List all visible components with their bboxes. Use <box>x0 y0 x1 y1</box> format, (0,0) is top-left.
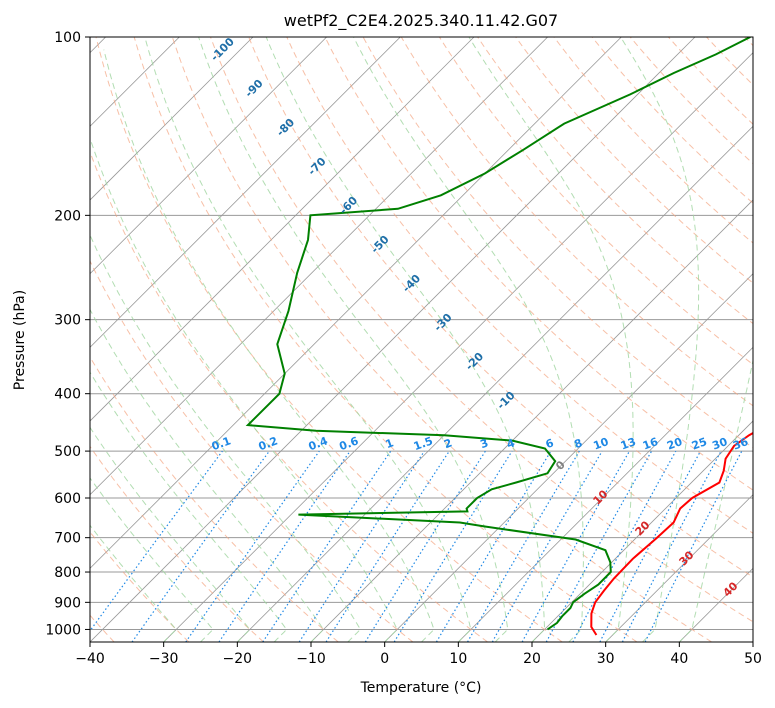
dry-adiabat-line <box>90 445 264 642</box>
y-tick-label: 800 <box>54 565 81 581</box>
moist-adiabat-line <box>620 37 700 642</box>
x-tick-label: −30 <box>149 651 179 667</box>
x-axis: −40 −30 −20 −10 0 10 20 30 40 50 <box>75 642 762 667</box>
y-axis: 100 200 300 400 500 600 700 800 900 1000 <box>45 30 90 638</box>
chart-title: wetPf2_C2E4.2025.340.11.42.G07 <box>284 11 558 31</box>
mixing-ratio-label: 2 <box>442 436 454 451</box>
mixing-ratio-label: 1 <box>384 436 396 451</box>
moist-adiabat-line <box>353 37 584 642</box>
y-tick-label: 100 <box>54 30 81 46</box>
moist-adiabat-line <box>90 524 177 642</box>
x-tick-label: 40 <box>670 651 688 667</box>
moist-adiabat-line <box>90 136 398 642</box>
moist-adiabat-line <box>90 426 251 642</box>
grid-layer <box>90 37 753 642</box>
x-tick-label: 30 <box>597 651 615 667</box>
dry-adiabat-line <box>515 37 753 284</box>
dewpoint-profile <box>245 37 751 631</box>
isotherm-line <box>90 37 696 642</box>
moist-adiabat-line <box>265 37 546 642</box>
y-tick-label: 400 <box>54 387 81 403</box>
dry-adiabat-line <box>95 37 563 642</box>
mixing-ratio-label: 6 <box>544 436 556 451</box>
mixing-ratio-label: 25 <box>690 435 709 452</box>
moist-adiabat-line <box>90 308 325 642</box>
isotherm-line <box>90 37 327 275</box>
dry-adiabat-line <box>90 259 414 642</box>
y-tick-label: 200 <box>54 208 81 224</box>
mixing-ratio-line <box>521 450 631 642</box>
dry-adiabat-line <box>90 356 339 642</box>
y-tick-label: 700 <box>54 531 81 547</box>
mixing-ratio-line <box>298 450 425 642</box>
x-tick-label: 50 <box>744 651 762 667</box>
x-tick-label: 10 <box>449 651 467 667</box>
dry-adiabat-line <box>210 37 753 623</box>
isotherm-line <box>90 37 401 348</box>
isotherm-line <box>90 37 475 422</box>
moist-adiabat-line <box>103 49 435 642</box>
mixing-ratio-label: 0.4 <box>307 434 330 453</box>
dry-adiabat-line <box>286 37 753 534</box>
mixing-ratio-line <box>644 450 743 642</box>
mixing-ratio-line <box>572 450 677 642</box>
mixing-ratio-label: 13 <box>619 435 638 452</box>
isotherm-line <box>531 420 753 642</box>
moist-adiabat-line <box>90 477 214 642</box>
mixing-ratio-label: 0.6 <box>338 434 361 453</box>
mixing-ratio-line <box>131 450 270 642</box>
isotherm-line <box>90 37 254 201</box>
y-tick-label: 600 <box>54 491 81 507</box>
moist-adiabat-line <box>90 233 362 642</box>
isotherm-line <box>163 52 753 642</box>
x-tick-label: −20 <box>223 651 253 667</box>
mixing-ratio-label: 0.2 <box>257 434 280 453</box>
isotherm-line <box>384 273 753 642</box>
isotherm-line <box>605 494 753 642</box>
x-tick-label: −40 <box>75 651 105 667</box>
mixing-ratio-label: 16 <box>641 435 660 453</box>
isotherm-line <box>90 37 548 496</box>
mixing-ratio-label: 4 <box>505 436 517 451</box>
mixing-ratio-label: 8 <box>572 436 584 451</box>
mixing-ratio-label: 30 <box>710 435 729 453</box>
y-tick-label: 300 <box>54 313 81 329</box>
mixing-ratio-line <box>325 450 450 642</box>
isotherm-line <box>458 346 753 642</box>
y-axis-title: Pressure (hPa) <box>12 290 28 390</box>
mixing-ratio-line <box>545 450 653 642</box>
x-tick-label: 20 <box>523 651 541 667</box>
mixing-ratio-label: 10 <box>592 435 611 453</box>
moist-adiabat-line <box>198 37 509 642</box>
mixing-ratio-line <box>262 450 392 642</box>
y-tick-label: 900 <box>54 595 81 611</box>
x-axis-title: Temperature (°C) <box>360 680 482 696</box>
isotherm-line <box>90 37 622 569</box>
plot-frame <box>89 36 754 643</box>
mixing-ratio-label: 36 <box>731 435 750 453</box>
series-layer <box>245 37 753 636</box>
isotherm-line <box>237 125 753 642</box>
mixing-ratio-label: 0.1 <box>210 434 233 453</box>
mixing-ratio-line <box>218 450 351 642</box>
dry-adiabat-line <box>324 37 753 491</box>
temperature-profile <box>590 431 753 636</box>
x-tick-label: −10 <box>296 651 326 667</box>
moist-adiabat-line <box>90 371 288 642</box>
moist-adiabat-line <box>144 37 472 642</box>
moist-adiabat-line <box>678 358 753 642</box>
mixing-ratio-label: 3 <box>478 436 490 451</box>
mixing-ratio-label: 20 <box>665 435 684 453</box>
dry-adiabat-line <box>248 37 753 578</box>
mixing-ratio-line <box>185 450 320 642</box>
mixing-ratio-line <box>90 450 223 632</box>
mixing-ratio-label: 1.5 <box>412 434 435 453</box>
x-tick-label: 0 <box>380 651 389 667</box>
y-tick-label: 500 <box>54 444 81 460</box>
y-tick-label: 1000 <box>45 622 81 638</box>
